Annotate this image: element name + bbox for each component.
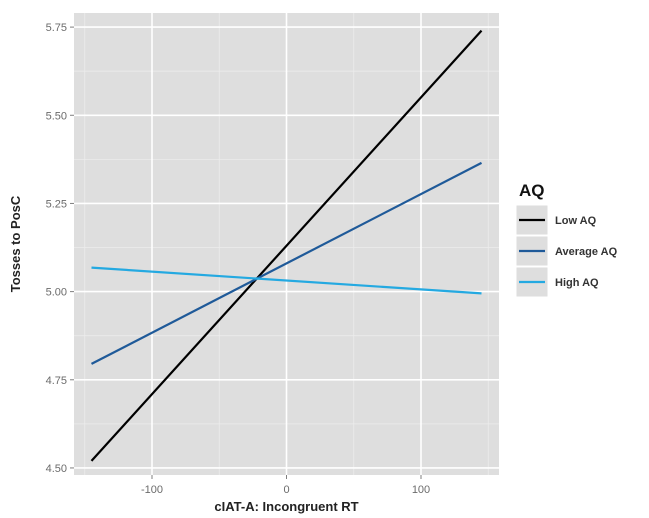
legend-label-average-aq: Average AQ bbox=[555, 246, 618, 258]
y-tick-label: 5.75 bbox=[46, 22, 67, 34]
series-line-low-aq bbox=[90, 29, 483, 462]
major-gridlines bbox=[74, 13, 499, 475]
y-tick-label: 4.75 bbox=[46, 375, 67, 387]
tick-labels: -100 0 100 4.50 4.75 5.00 5.25 5.50 5.75 bbox=[46, 22, 431, 496]
y-tick-label: 5.25 bbox=[46, 198, 67, 210]
series-line-average-aq bbox=[90, 161, 483, 365]
y-tick-label: 5.50 bbox=[46, 110, 67, 122]
x-tick-label: 100 bbox=[412, 484, 430, 496]
y-axis-title: Tosses to PosC bbox=[8, 195, 23, 292]
axis-ticks bbox=[70, 26, 422, 479]
series-lines bbox=[90, 29, 483, 462]
x-tick-label: 0 bbox=[283, 484, 289, 496]
legend-title: AQ bbox=[519, 181, 545, 200]
y-tick-label: 4.50 bbox=[46, 463, 67, 475]
legend: AQ Low AQ Average AQ High AQ bbox=[515, 181, 618, 298]
legend-items: Low AQ Average AQ High AQ bbox=[515, 204, 618, 298]
legend-label-high-aq: High AQ bbox=[555, 277, 599, 289]
y-tick-label: 5.00 bbox=[46, 287, 67, 299]
x-tick-label: -100 bbox=[141, 484, 163, 496]
x-axis-title: cIAT-A: Incongruent RT bbox=[214, 499, 358, 514]
series-line-high-aq bbox=[91, 266, 482, 295]
legend-label-low-aq: Low AQ bbox=[555, 215, 597, 227]
